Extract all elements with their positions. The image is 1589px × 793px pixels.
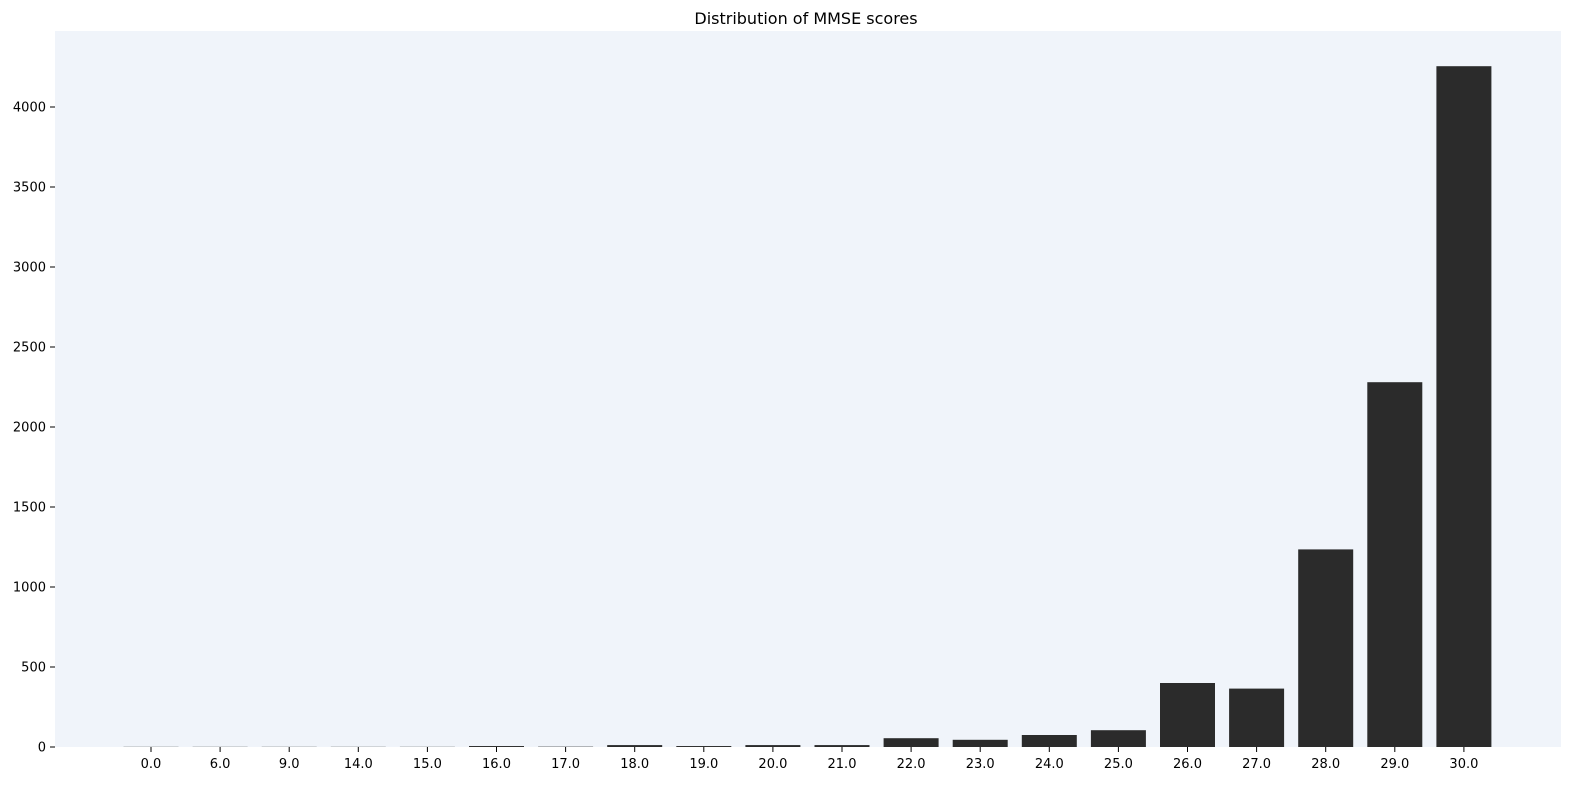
bar-26.0: [1160, 683, 1215, 747]
x-tick-label: 30.0: [1449, 757, 1478, 772]
bar-16.0: [469, 746, 524, 747]
x-tick-label: 29.0: [1380, 757, 1409, 772]
x-tick-label: 17.0: [551, 757, 580, 772]
y-axis: 0 500 1000 1500 2000 2500 3000 3500 4000: [13, 101, 55, 756]
x-tick-label: 18.0: [620, 757, 649, 772]
bar-18.0: [607, 745, 662, 747]
x-tick-label: 22.0: [897, 757, 926, 772]
y-tick-label: 2000: [13, 421, 46, 436]
x-tick-label: 23.0: [966, 757, 995, 772]
chart-title: Distribution of MMSE scores: [694, 9, 917, 28]
x-tick-label: 19.0: [689, 757, 718, 772]
bar-30.0: [1436, 66, 1491, 747]
y-tick-label: 2500: [13, 341, 46, 356]
x-tick-label: 14.0: [344, 757, 373, 772]
bar-23.0: [953, 740, 1008, 747]
bar-19.0: [676, 746, 731, 747]
bar-21.0: [815, 745, 870, 747]
x-tick-label: 27.0: [1242, 757, 1271, 772]
x-tick-label: 16.0: [482, 757, 511, 772]
y-tick-label: 500: [21, 661, 46, 676]
x-axis: 0.0 6.0 9.0 14.0 15.0 16.0 17.0 18.0 19.0 20.0 21.…: [141, 747, 1479, 772]
x-tick-label: 9.0: [279, 757, 300, 772]
bar-29.0: [1367, 382, 1422, 747]
bar-24.0: [1022, 735, 1077, 747]
x-tick-label: 28.0: [1311, 757, 1340, 772]
x-tick-label: 26.0: [1173, 757, 1202, 772]
y-tick-label: 4000: [13, 101, 46, 116]
y-tick-label: 3000: [13, 261, 46, 276]
y-tick-label: 0: [38, 741, 46, 756]
y-tick-label: 1500: [13, 501, 46, 516]
x-tick-label: 21.0: [828, 757, 857, 772]
bar-25.0: [1091, 730, 1146, 747]
y-tick-label: 3500: [13, 181, 46, 196]
x-tick-label: 15.0: [413, 757, 442, 772]
x-tick-label: 20.0: [758, 757, 787, 772]
bar-27.0: [1229, 689, 1284, 747]
x-tick-label: 0.0: [141, 757, 162, 772]
x-tick-label: 6.0: [210, 757, 231, 772]
x-tick-label: 25.0: [1104, 757, 1133, 772]
bar-20.0: [745, 745, 800, 747]
x-tick-label: 24.0: [1035, 757, 1064, 772]
bar-28.0: [1298, 549, 1353, 747]
bar-22.0: [884, 738, 939, 747]
y-tick-label: 1000: [13, 581, 46, 596]
